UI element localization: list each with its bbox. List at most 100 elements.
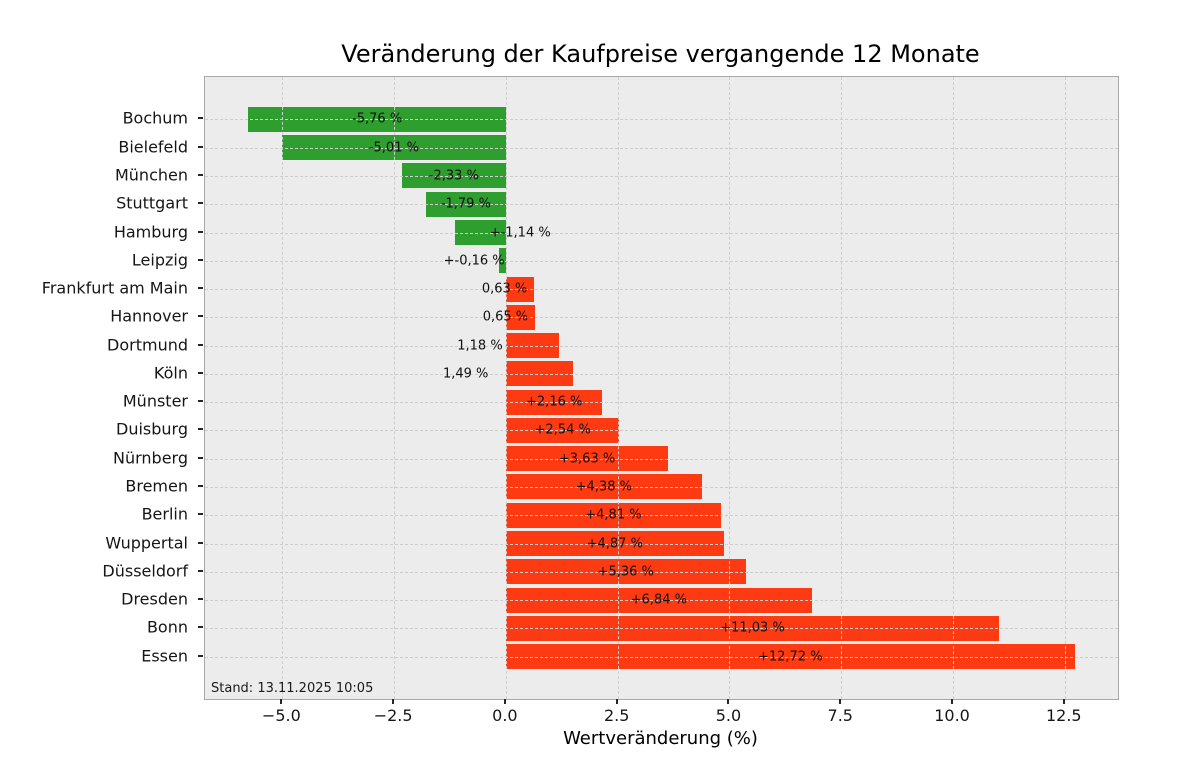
bar-value-label: 0,65 %	[482, 309, 529, 325]
x-gridline	[953, 77, 955, 699]
bar-value-label: +2,16 %	[526, 394, 583, 410]
y-tick-mark	[198, 258, 203, 261]
y-tick-mark	[198, 428, 203, 431]
bar-value-label: +6,84 %	[630, 592, 687, 608]
bar-value-label: 1,49 %	[442, 366, 489, 382]
y-gridline	[205, 430, 1118, 432]
y-tick-label: Hannover	[110, 306, 188, 326]
bar-value-label: -5,01 %	[368, 140, 419, 156]
y-tick-mark	[198, 456, 203, 459]
y-gridline	[205, 628, 1118, 630]
x-tick-mark	[615, 699, 618, 704]
x-gridline	[282, 77, 284, 699]
x-tick-mark	[392, 699, 395, 704]
y-tick-mark	[198, 541, 203, 544]
y-tick-label: Bonn	[146, 617, 188, 637]
x-tick-label: 7.5	[827, 706, 853, 725]
y-tick-label: Bremen	[125, 476, 188, 496]
x-gridline	[394, 77, 396, 699]
y-tick-label: Leipzig	[131, 250, 188, 270]
y-tick-mark	[198, 400, 203, 403]
y-gridline	[205, 147, 1118, 149]
y-tick-label: Münster	[122, 391, 188, 411]
bar-value-label: +11,03 %	[720, 620, 785, 636]
bar-value-label: +5,36 %	[597, 564, 654, 580]
bar-value-label: +12,72 %	[757, 649, 823, 665]
y-tick-mark	[198, 315, 203, 318]
y-tick-label: Berlin	[141, 504, 188, 524]
x-tick-label: 12.5	[1045, 706, 1082, 725]
y-tick-mark	[198, 654, 203, 657]
y-gridline	[205, 373, 1118, 375]
y-tick-mark	[198, 484, 203, 487]
y-tick-label: Frankfurt am Main	[41, 278, 188, 298]
x-tick-mark	[839, 699, 842, 704]
bar-value-label: -5,76 %	[352, 111, 403, 127]
y-tick-mark	[198, 513, 203, 516]
y-tick-label: Dresden	[121, 589, 188, 609]
x-tick-mark	[280, 699, 283, 704]
bar-value-label: +4,87 %	[586, 536, 643, 551]
bar-value-label: +-0,16 %	[443, 253, 505, 269]
bar-value-label: 1,18 %	[457, 338, 503, 354]
x-tick-label: 10.0	[934, 706, 970, 725]
y-tick-mark	[198, 569, 203, 572]
y-gridline	[205, 289, 1118, 291]
x-tick-label: 2.5	[603, 706, 630, 725]
y-gridline	[205, 260, 1118, 262]
x-gridline	[617, 77, 619, 699]
bar-value-label: 0,63 %	[481, 281, 528, 297]
x-tick-label: −2.5	[373, 706, 413, 725]
y-tick-mark	[198, 230, 203, 233]
x-tick-label: 0.0	[492, 706, 518, 725]
y-tick-label: Stuttgart	[116, 193, 188, 213]
y-tick-mark	[198, 598, 203, 601]
y-tick-label: Nürnberg	[113, 448, 188, 468]
bar-value-label: -1,79 %	[440, 196, 491, 212]
x-axis-label: Wertveränderung (%)	[563, 728, 758, 749]
y-tick-mark	[198, 173, 203, 176]
bar-value-label: +4,81 %	[585, 507, 642, 523]
y-gridline	[205, 345, 1118, 347]
bar-value-label: +4,38 %	[575, 479, 632, 495]
x-tick-mark	[1062, 699, 1065, 704]
y-gridline	[205, 600, 1118, 602]
y-tick-mark	[198, 145, 203, 148]
x-tick-mark	[503, 699, 506, 704]
chart-title: Veränderung der Kaufpreise vergangende 1…	[341, 40, 980, 68]
y-tick-label: München	[114, 165, 188, 185]
y-tick-mark	[198, 343, 203, 346]
y-gridline	[205, 486, 1118, 488]
y-tick-mark	[198, 202, 203, 205]
y-tick-label: Hamburg	[113, 222, 188, 241]
x-tick-mark	[727, 699, 730, 704]
y-tick-label: Bielefeld	[118, 137, 188, 157]
plot-area: Stand: 13.11.2025 10:05 -5,76 % -5,01 % -2…	[204, 76, 1119, 700]
y-gridline	[205, 175, 1118, 177]
y-gridline	[205, 458, 1118, 460]
y-tick-label: Dortmund	[107, 335, 188, 355]
y-tick-label: Essen	[141, 646, 188, 666]
x-gridline	[729, 77, 731, 699]
y-gridline	[205, 571, 1118, 573]
y-gridline	[205, 515, 1118, 517]
bar-value-label: +-1,14 %	[489, 225, 551, 240]
y-gridline	[205, 204, 1118, 206]
y-gridline	[205, 119, 1118, 121]
y-gridline	[205, 402, 1118, 404]
bar-value-label: -2,33 %	[428, 168, 479, 184]
y-gridline	[205, 232, 1118, 234]
y-tick-label: Wuppertal	[105, 533, 188, 552]
y-tick-mark	[198, 626, 203, 629]
y-tick-label: Köln	[153, 363, 188, 383]
x-tick-label: −5.0	[261, 706, 301, 725]
bar-value-label: +3,63 %	[558, 451, 616, 467]
status-note: Stand: 13.11.2025 10:05	[211, 681, 374, 696]
y-tick-mark	[198, 371, 203, 374]
y-tick-mark	[198, 287, 203, 290]
y-tick-mark	[198, 117, 203, 120]
y-gridline	[205, 656, 1118, 658]
y-gridline	[205, 317, 1118, 319]
y-tick-label: Duisburg	[116, 419, 188, 439]
